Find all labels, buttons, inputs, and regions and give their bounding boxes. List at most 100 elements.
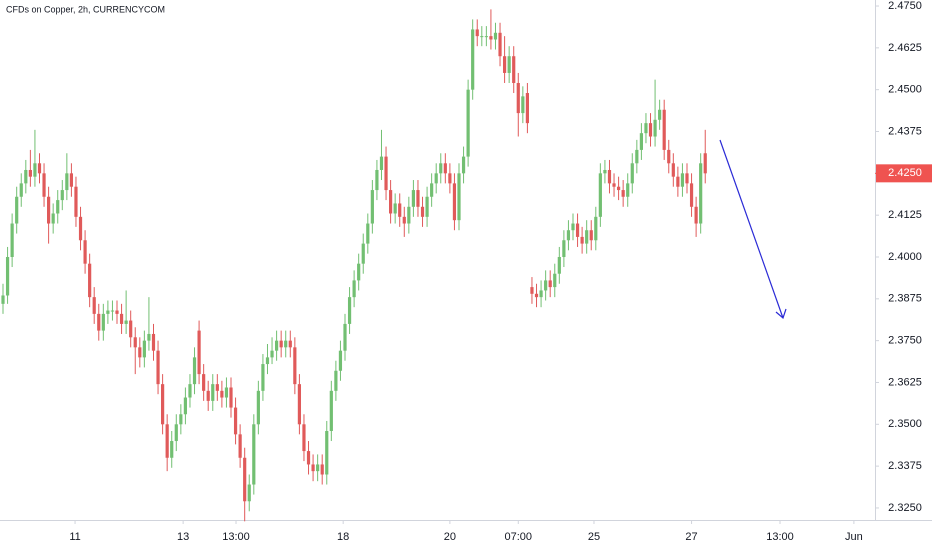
candle-body bbox=[220, 390, 224, 398]
candle-body bbox=[183, 397, 188, 415]
candle-body bbox=[471, 29, 475, 90]
candle-body bbox=[179, 414, 183, 425]
candle-body bbox=[585, 230, 589, 244]
candle-body bbox=[88, 263, 92, 298]
arrow-line bbox=[719, 139, 784, 319]
candle-body bbox=[247, 484, 251, 502]
candle-body bbox=[165, 424, 169, 458]
candle-body bbox=[498, 32, 502, 57]
candle-body bbox=[407, 206, 411, 224]
candle-body bbox=[265, 357, 270, 365]
candle-body bbox=[439, 163, 443, 174]
candle-body bbox=[37, 163, 42, 174]
candle-body bbox=[699, 163, 703, 224]
candle-body bbox=[685, 173, 689, 184]
candle-body bbox=[384, 156, 388, 191]
candle-body bbox=[133, 337, 137, 348]
candle-body bbox=[293, 347, 297, 385]
candle-body bbox=[15, 196, 19, 224]
candle-body bbox=[311, 464, 315, 472]
candle-body bbox=[110, 310, 115, 312]
candle-body bbox=[475, 29, 479, 37]
candle-body bbox=[553, 273, 557, 288]
candle-body bbox=[347, 297, 352, 324]
candle-body bbox=[676, 176, 680, 187]
candle-body bbox=[170, 441, 174, 458]
y-tick-label: 2.4750 bbox=[888, 0, 922, 12]
candle-body bbox=[119, 313, 124, 324]
candle-body bbox=[534, 293, 539, 298]
candle-body bbox=[270, 350, 274, 358]
candle-body bbox=[525, 93, 529, 124]
candle-body bbox=[5, 256, 10, 296]
candle-body bbox=[320, 464, 324, 475]
last-price-tag bbox=[876, 164, 932, 183]
candle-body bbox=[662, 109, 666, 150]
candle-body bbox=[302, 424, 306, 452]
candle-body bbox=[92, 297, 96, 314]
candle-body bbox=[343, 323, 347, 351]
candle-body bbox=[352, 280, 356, 298]
candle-body bbox=[47, 196, 51, 224]
candle-body bbox=[78, 216, 83, 241]
x-tick-label: 27 bbox=[685, 531, 697, 543]
candle-body bbox=[28, 169, 32, 177]
candle-body bbox=[60, 190, 64, 201]
candle-body bbox=[639, 133, 643, 150]
candle-body bbox=[562, 240, 566, 257]
candle-body bbox=[202, 374, 206, 391]
candle-body bbox=[74, 186, 78, 217]
candle-body bbox=[138, 347, 142, 358]
candle-body bbox=[51, 213, 55, 224]
candle-body bbox=[316, 464, 320, 472]
y-tick-label: 2.3875 bbox=[888, 293, 922, 305]
candle-body bbox=[10, 223, 14, 257]
candle-body bbox=[411, 190, 416, 207]
candle-body bbox=[24, 169, 28, 184]
candle-body bbox=[142, 340, 146, 358]
candle-body bbox=[516, 82, 520, 114]
x-tick-label: 20 bbox=[444, 531, 456, 543]
candle-body bbox=[539, 290, 543, 298]
x-tick-label: 11 bbox=[69, 531, 80, 543]
candle-body bbox=[621, 190, 625, 197]
candle-body bbox=[557, 256, 561, 274]
candle-body bbox=[466, 89, 470, 157]
candle-body bbox=[375, 169, 379, 191]
candle-body bbox=[288, 340, 292, 348]
candle-body bbox=[521, 96, 525, 114]
x-tick-label: 07:00 bbox=[505, 531, 533, 543]
y-tick-label: 2.3750 bbox=[888, 335, 922, 347]
candle-body bbox=[334, 370, 338, 391]
candle-body bbox=[389, 190, 393, 214]
candle-body bbox=[243, 457, 247, 502]
y-tick-label: 2.3625 bbox=[888, 376, 922, 388]
candle-body bbox=[33, 163, 37, 177]
candle-body bbox=[680, 173, 685, 187]
candle-body bbox=[434, 173, 438, 184]
candle-body bbox=[151, 333, 156, 351]
candle-body bbox=[452, 183, 457, 221]
candle-body bbox=[229, 387, 233, 408]
y-tick-label: 2.4000 bbox=[888, 251, 922, 263]
candle-body bbox=[366, 223, 370, 244]
candles bbox=[1, 9, 707, 522]
candle-body bbox=[443, 163, 447, 174]
candle-body bbox=[69, 173, 74, 187]
candle-body bbox=[261, 364, 265, 391]
candle-body bbox=[97, 313, 101, 331]
candle-body bbox=[594, 216, 598, 241]
candle-body bbox=[238, 434, 242, 458]
y-tick-label: 2.4125 bbox=[888, 209, 922, 221]
candle-body bbox=[101, 313, 105, 331]
chart-title: CFDs on Copper, 2h, CURRENCYCOM bbox=[6, 4, 165, 14]
last-price-label: 2.4250 bbox=[888, 167, 922, 179]
candle-body bbox=[325, 430, 329, 475]
candle-body bbox=[430, 183, 434, 197]
candle-body bbox=[544, 280, 548, 291]
candle-body bbox=[575, 223, 580, 237]
candle-body bbox=[1, 295, 5, 304]
candle-body bbox=[694, 206, 698, 224]
candle-body bbox=[124, 320, 128, 324]
